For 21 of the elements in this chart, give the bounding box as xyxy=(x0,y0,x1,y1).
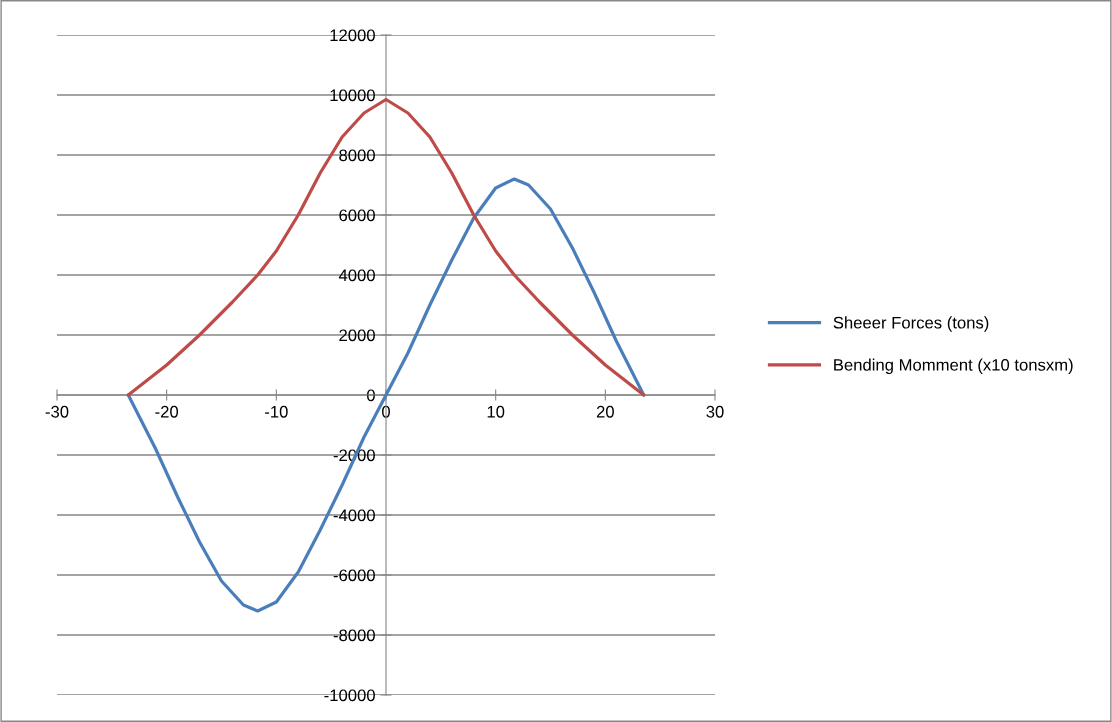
y-tick-label: 4000 xyxy=(338,269,375,282)
y-tick-label: 10000 xyxy=(330,89,375,102)
y-tick-label: -10000 xyxy=(324,689,375,702)
x-tick-label: -30 xyxy=(45,405,69,418)
y-tick-label: 0 xyxy=(366,389,375,402)
y-tick-label: -6000 xyxy=(333,569,375,582)
x-tick-label: -20 xyxy=(155,405,179,418)
x-tick-label: -10 xyxy=(265,405,288,418)
y-tick-label: 12000 xyxy=(330,29,375,42)
y-tick-label: 6000 xyxy=(339,209,375,222)
y-tick-label: 8000 xyxy=(339,149,375,162)
y-tick-label: 2000 xyxy=(339,329,375,342)
y-tick-label: -4000 xyxy=(333,509,375,522)
legend-label: Sheeer Forces (tons) xyxy=(833,316,989,332)
legend-label: Bending Momment (x10 tonsxm) xyxy=(834,358,1073,375)
x-tick-label: 10 xyxy=(487,405,505,418)
line-series xyxy=(126,177,646,613)
x-tick-label: 30 xyxy=(706,405,724,418)
y-tick-label: -8000 xyxy=(333,629,375,642)
x-tick-label: 20 xyxy=(596,405,614,418)
x-tick-label: 0 xyxy=(382,405,390,418)
